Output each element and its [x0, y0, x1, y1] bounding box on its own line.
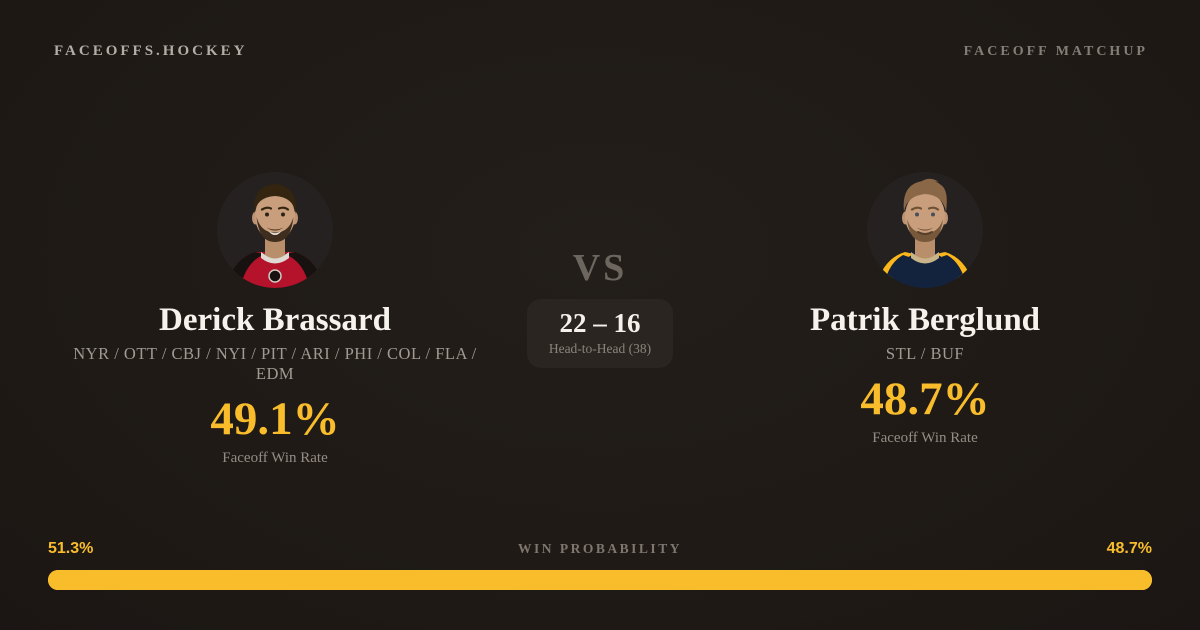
player-teams: NYR / OTT / CBJ / NYI / PIT / ARI / PHI …: [73, 343, 477, 383]
player-photo-illustration: [867, 172, 983, 288]
player-name: Derick Brassard: [159, 302, 391, 338]
vs-label: VS: [572, 247, 628, 289]
win-probability-bar-right-segment: [614, 570, 1152, 590]
win-probability-right-pct: 48.7%: [1106, 540, 1152, 557]
win-probability-labels: 51.3% WIN PROBABILITY 48.7%: [48, 540, 1152, 558]
page-title: FACEOFF MATCHUP: [963, 44, 1148, 59]
player-card-right: Patrik Berglund STL / BUF 48.7% Faceoff …: [705, 172, 1145, 447]
faceoff-win-rate-value: 49.1%: [210, 392, 340, 445]
win-probability-bar: [48, 570, 1152, 590]
head-to-head-label: Head-to-Head (38): [548, 340, 652, 356]
brand-logo-text: FACEOFFS.HOCKEY: [54, 43, 248, 59]
win-probability-bar-left-segment: [48, 570, 615, 590]
player-avatar: [867, 172, 983, 288]
player-teams: STL / BUF: [885, 343, 965, 363]
player-name: Patrik Berglund: [809, 302, 1041, 338]
player-card-left: Derick Brassard NYR / OTT / CBJ / NYI / …: [55, 172, 495, 467]
head-to-head-box: 22 – 16 Head-to-Head (38): [526, 299, 674, 368]
player-photo-illustration: [217, 172, 333, 288]
faceoff-win-rate-value: 48.7%: [860, 372, 990, 425]
header: FACEOFFS.HOCKEY FACEOFF MATCHUP: [54, 43, 1148, 60]
head-to-head-score: 22 – 16: [559, 308, 641, 338]
player-avatar: [217, 172, 333, 288]
faceoff-win-rate-label: Faceoff Win Rate: [872, 429, 978, 446]
win-probability-left-pct: 51.3%: [48, 540, 94, 557]
matchup-center: VS 22 – 16 Head-to-Head (38): [500, 249, 700, 368]
faceoff-win-rate-label: Faceoff Win Rate: [222, 449, 328, 466]
win-probability-title: WIN PROBABILITY: [518, 541, 682, 556]
